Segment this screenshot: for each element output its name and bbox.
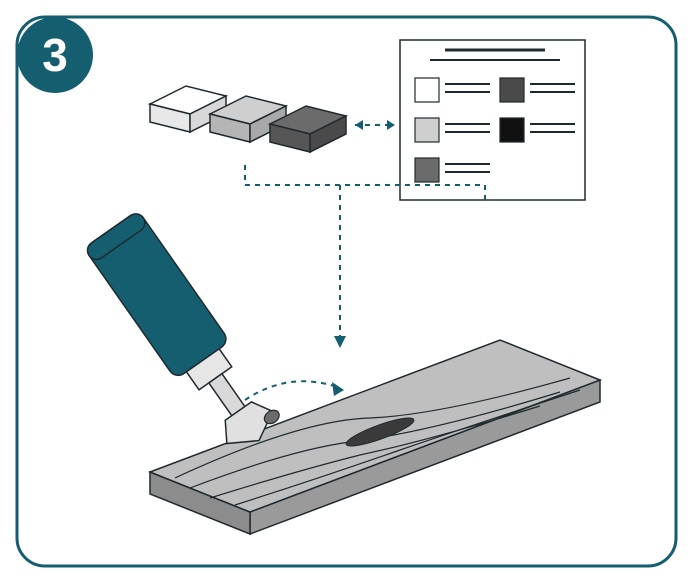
arrow-apply-icon xyxy=(245,381,344,400)
diagram-step-3: 3 xyxy=(0,0,693,583)
arrow-bidirectional-icon xyxy=(355,120,395,130)
step-number: 3 xyxy=(42,29,68,81)
color-chart xyxy=(400,40,585,200)
applicator-tool xyxy=(84,210,286,459)
